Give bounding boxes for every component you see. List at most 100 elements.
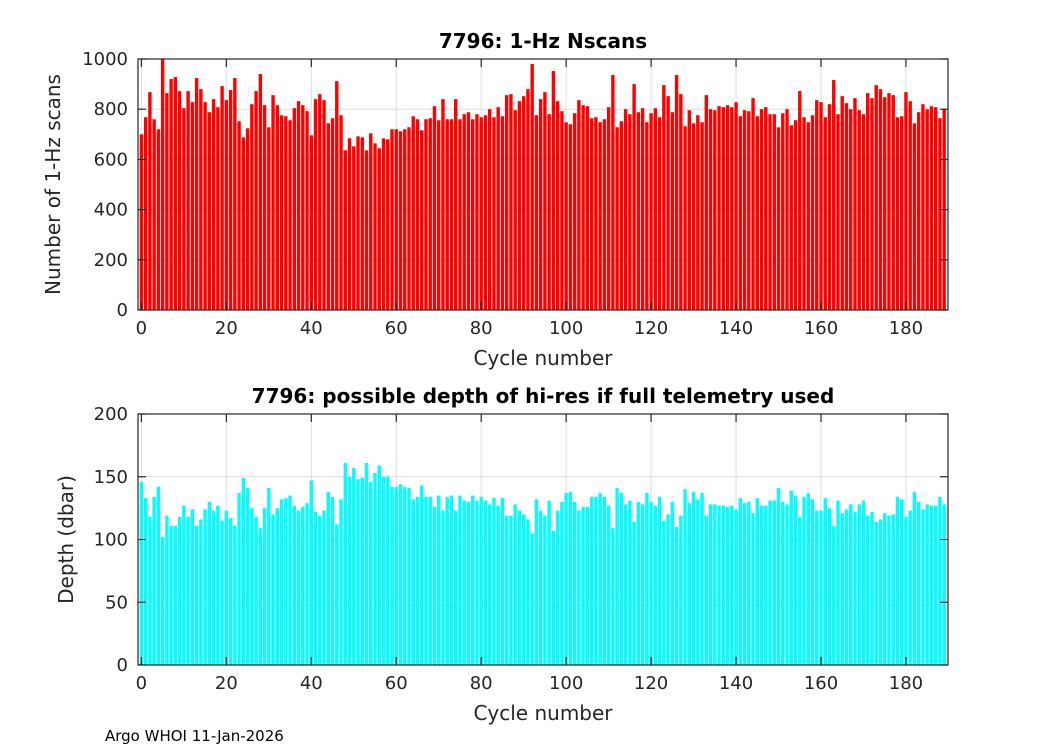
bar [602,119,607,311]
x-tick-label: 140 [719,318,753,339]
bar [496,505,500,665]
bar [776,127,781,311]
bar [492,498,496,665]
bar [674,75,679,310]
bar [504,95,509,310]
bar [220,86,224,310]
x-tick-label: 60 [385,673,408,694]
bar [271,514,275,665]
bar [194,525,199,665]
bar [152,119,156,311]
bar [237,493,241,665]
bar [742,110,747,310]
y-tick-label: 600 [94,149,128,170]
bar [211,99,216,310]
bar [632,521,636,665]
bar [929,106,934,310]
bar [853,98,857,310]
bar [679,515,683,665]
bar [700,122,704,310]
bar [254,91,258,310]
bar [160,59,165,310]
x-tick-label: 40 [300,318,323,339]
bar [572,113,577,310]
bar [360,137,364,310]
bar [398,131,403,310]
bar [471,119,475,311]
bar [343,462,347,665]
bar [377,465,381,665]
bar [810,115,815,310]
bar [619,121,624,310]
bar [785,109,789,310]
bar [717,106,721,310]
bar [844,103,849,311]
bar [704,515,709,665]
bar [466,112,471,311]
bar [832,80,836,310]
bar [428,118,432,311]
bar [500,498,505,665]
bar [284,498,288,665]
bar [339,115,343,310]
bar [369,481,373,665]
bar [356,479,360,665]
bar [895,496,900,665]
bar [381,138,386,310]
bar [373,143,377,310]
x-tick-label: 120 [634,318,668,339]
bar [589,496,594,665]
bar [653,108,658,310]
x-tick-label: 100 [549,318,583,339]
bar [802,117,806,310]
bar [568,491,573,665]
bar [713,110,717,310]
bar [394,486,398,665]
bar [900,116,904,310]
bar [734,509,738,665]
bar [742,503,747,665]
bar [883,513,887,665]
bar [322,100,326,310]
bar [938,496,942,665]
x-tick-label: 120 [634,673,668,694]
bar [547,114,551,310]
bar [555,101,560,310]
bar [798,91,802,310]
bar [866,93,870,310]
bar [466,501,471,665]
bar [186,91,190,310]
bar [916,112,921,311]
bar [564,122,568,310]
bar [747,501,751,665]
bar [555,510,560,665]
bar [513,504,517,665]
bar [530,533,534,665]
bar [309,135,313,310]
bar [352,146,356,310]
bar [827,104,832,311]
bar [598,493,602,665]
bar [143,117,148,310]
bar [670,501,675,665]
bar [849,504,853,665]
bar [823,498,827,665]
bar [360,478,364,665]
bar [403,486,407,665]
bar [649,113,653,310]
bar [139,481,144,665]
bar [870,511,874,665]
bar [335,524,339,665]
bar [793,495,798,665]
bar [233,525,237,665]
bar [500,116,505,310]
bar [755,498,759,665]
bar [560,501,564,665]
bar [933,107,938,310]
bar [449,119,454,311]
bar [254,516,258,665]
bar [211,510,216,665]
bar [275,508,280,666]
bar [305,111,309,311]
bar [152,496,156,665]
